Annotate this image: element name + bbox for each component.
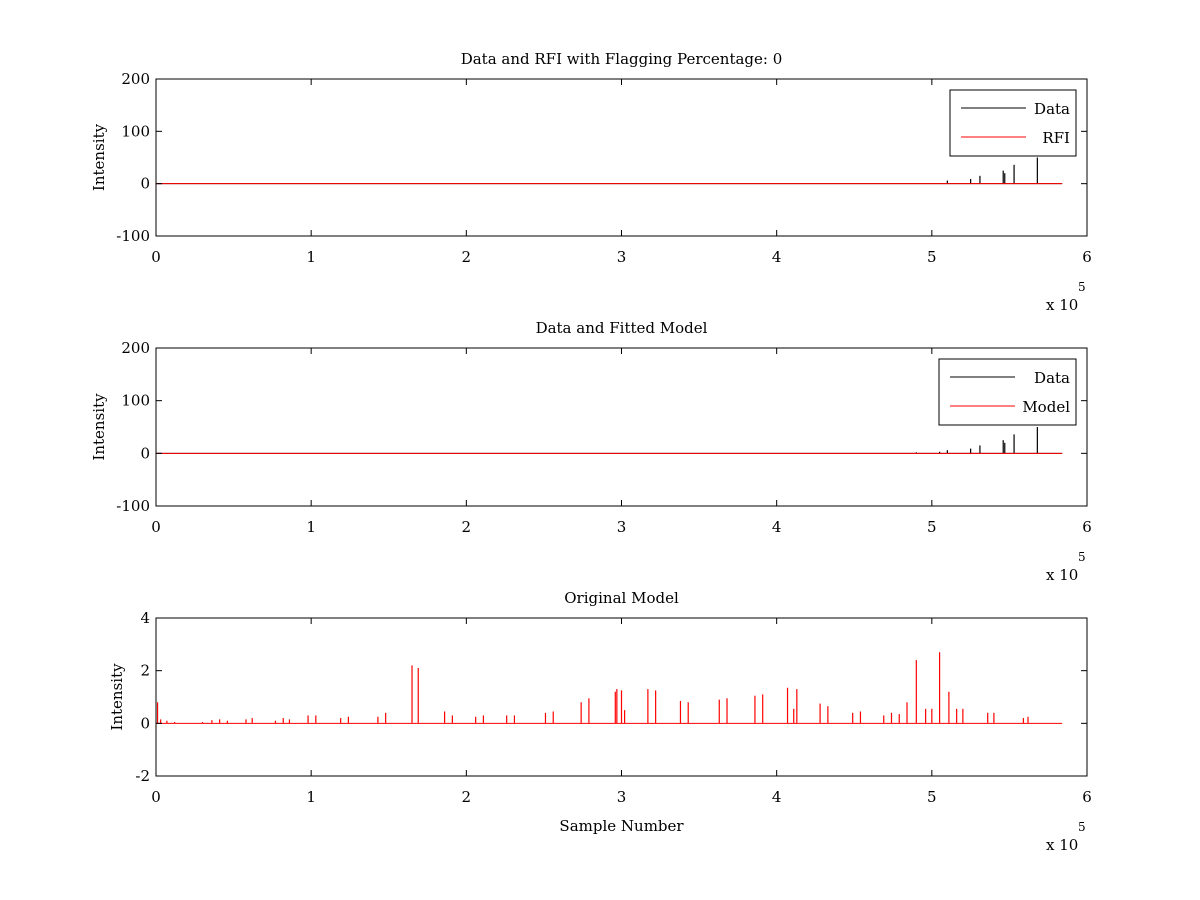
y-tick-label: 0 xyxy=(140,175,150,193)
y-tick-label: 100 xyxy=(121,122,150,140)
y-tick-label: 200 xyxy=(121,339,150,357)
legend-entry: Model xyxy=(1022,398,1070,416)
y-tick-label: -2 xyxy=(135,767,150,785)
x-tick-label: 6 xyxy=(1082,518,1092,536)
y-tick-label: 0 xyxy=(140,444,150,462)
x-tick-label: 3 xyxy=(617,518,627,536)
x-tick-label: 2 xyxy=(462,788,472,806)
y-tick-label: -100 xyxy=(116,497,150,515)
legend-entry: Data xyxy=(1034,369,1070,387)
x-axis-label: Sample Number xyxy=(559,817,684,835)
x-tick-label: 1 xyxy=(306,788,316,806)
legend: Data RFI xyxy=(949,89,1077,157)
y-tick-label: 4 xyxy=(140,609,150,627)
x-tick-label: 5 xyxy=(927,518,937,536)
x-tick-label: 0 xyxy=(151,518,161,536)
x-tick-label: 2 xyxy=(462,518,472,536)
x-tick-label: 1 xyxy=(306,248,316,266)
y-tick-label: 200 xyxy=(121,70,150,88)
x-tick-label: 4 xyxy=(772,248,782,266)
x-multiplier-exponent: 5 xyxy=(1078,550,1086,564)
y-axis-label: Intensity xyxy=(108,663,126,731)
x-multiplier-base: x 10 xyxy=(1046,836,1078,854)
y-tick-label: 2 xyxy=(140,662,150,680)
y-tick-label: -100 xyxy=(116,227,150,245)
y-tick-label: 100 xyxy=(121,392,150,410)
series-group xyxy=(156,652,1063,724)
legend-entry: RFI xyxy=(1042,129,1070,147)
x-tick-label: 6 xyxy=(1082,788,1092,806)
legend-box xyxy=(949,89,1077,157)
x-tick-label: 5 xyxy=(927,788,937,806)
x-tick-label: 4 xyxy=(772,518,782,536)
plot-area xyxy=(155,347,1088,507)
legend: Data Model xyxy=(938,358,1077,426)
x-multiplier-exponent: 5 xyxy=(1078,820,1086,834)
chart-title: Data and Fitted Model xyxy=(536,319,708,337)
y-tick-label: 0 xyxy=(140,714,150,732)
x-multiplier-base: x 10 xyxy=(1046,566,1078,584)
series-group xyxy=(156,157,1063,185)
chart-title: Original Model xyxy=(564,589,679,607)
x-tick-label: 1 xyxy=(306,518,316,536)
x-tick-label: 3 xyxy=(617,248,627,266)
x-tick-label: 2 xyxy=(462,248,472,266)
x-tick-label: 0 xyxy=(151,788,161,806)
x-tick-label: 0 xyxy=(151,248,161,266)
chart-title: Data and RFI with Flagging Percentage: 0 xyxy=(461,50,783,68)
legend-entry: Data xyxy=(1034,100,1070,118)
plot-area xyxy=(155,78,1088,237)
series-group xyxy=(156,427,1063,454)
x-tick-label: 5 xyxy=(927,248,937,266)
y-axis-label: Intensity xyxy=(90,123,108,191)
x-tick-label: 4 xyxy=(772,788,782,806)
x-tick-label: 3 xyxy=(617,788,627,806)
y-axis-label: Intensity xyxy=(90,393,108,461)
x-tick-label: 6 xyxy=(1082,248,1092,266)
x-multiplier-exponent: 5 xyxy=(1078,280,1086,294)
x-multiplier-base: x 10 xyxy=(1046,296,1078,314)
legend-box xyxy=(938,358,1077,426)
